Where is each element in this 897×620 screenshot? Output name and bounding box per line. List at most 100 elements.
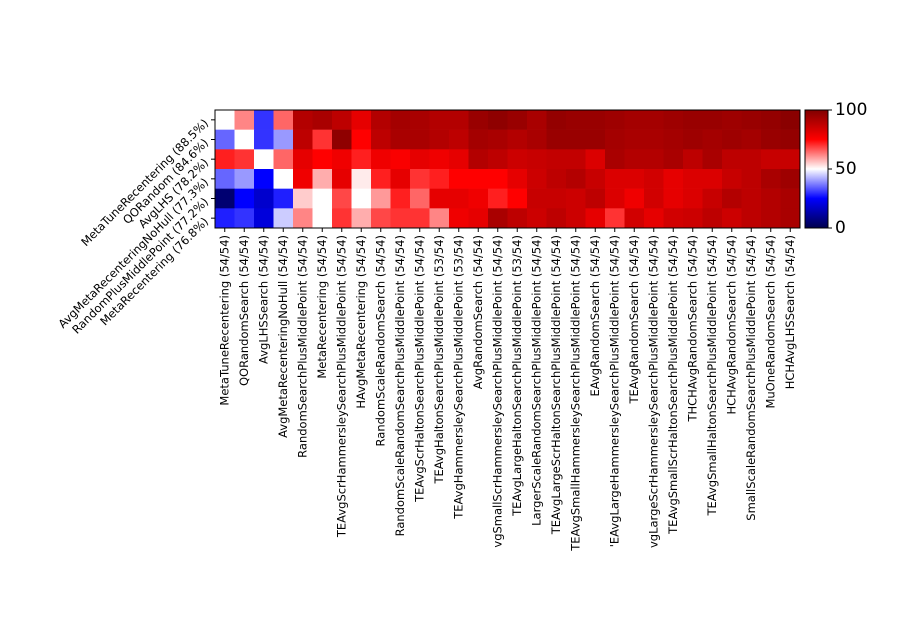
colorbar (804, 109, 829, 229)
heatmap-cell (527, 188, 547, 209)
heatmap-cell (468, 208, 489, 229)
heatmap-cell (488, 129, 508, 150)
heatmap-cell (332, 169, 352, 189)
heatmap-cell (780, 208, 801, 229)
x-tick-label: TEAvgScrHaltonSearchPlusMiddlePoint (54/… (412, 235, 426, 503)
heatmap-cell (468, 129, 489, 150)
heatmap-cell (371, 149, 391, 170)
heatmap-cell (605, 149, 625, 170)
heatmap-cell (702, 188, 723, 209)
heatmap-cell (410, 208, 430, 229)
heatmap-cell (507, 110, 528, 130)
heatmap-cell (254, 110, 274, 130)
x-tick-label: vgLargeScrHammersleySearchPlusMiddlePoin… (646, 235, 660, 548)
heatmap-cell (663, 169, 684, 189)
heatmap-cell (741, 129, 762, 150)
heatmap-cell (234, 208, 255, 229)
heatmap-cell (390, 169, 411, 189)
heatmap-cell (702, 208, 723, 229)
heatmap-cell (663, 208, 684, 229)
heatmap-cell (702, 149, 723, 170)
x-tick-label: AvgRandomSearch (54/54) (471, 235, 485, 389)
colorbar-tick-label: 0 (835, 218, 846, 238)
x-tick-label: AvgLHSSearch (54/54) (256, 235, 270, 364)
heatmap-cell (488, 169, 508, 189)
heatmap-cell (585, 110, 606, 130)
x-tick-label: LargerScaleRandomSearchPlusMiddlePoint (… (529, 235, 543, 526)
heatmap-cell (663, 129, 684, 150)
heatmap-cell (722, 208, 742, 229)
heatmap-cell (546, 129, 567, 150)
heatmap-cell (390, 129, 411, 150)
heatmap-cell (507, 169, 528, 189)
heatmap-cell (449, 188, 469, 209)
x-tick-label: TEAvgRandomSearch (54/54) (627, 235, 641, 404)
x-tick-label: HCHAvgRandomSearch (54/54) (724, 235, 738, 415)
heatmap-cell (527, 208, 547, 229)
heatmap-cell (371, 110, 391, 130)
heatmap-cell (566, 188, 586, 209)
heatmap-cell (566, 129, 586, 150)
x-tick-label: RandomScaleRandomSearch (54/54) (373, 235, 387, 446)
heatmap-cell (215, 129, 235, 150)
x-tick-label: TEAvgLargeHaltonSearchPlusMiddlePoint (5… (510, 235, 524, 517)
heatmap-cell (722, 169, 742, 189)
heatmap-cell (780, 188, 801, 209)
heatmap-cell (234, 188, 255, 209)
heatmap-cell (234, 149, 255, 170)
heatmap-cell (761, 169, 781, 189)
heatmap-cell (312, 110, 333, 130)
heatmap-cell (293, 169, 313, 189)
heatmap-cell (605, 208, 625, 229)
x-tick-label: TEAvgScrHammersleySearchPlusMiddlePoint … (334, 235, 348, 538)
heatmap-cell (683, 149, 703, 170)
x-tick-label: TEAvgLargeScrHaltonSearchPlusMiddlePoint… (549, 235, 563, 535)
heatmap-cell (410, 169, 430, 189)
heatmap-cell (390, 149, 411, 170)
heatmap-cell (644, 188, 664, 209)
heatmap-cell (273, 149, 294, 170)
heatmap-cell (507, 188, 528, 209)
heatmap-cell (351, 208, 372, 229)
heatmap-cell (546, 169, 567, 189)
heatmap-cell (429, 188, 450, 209)
colorbar-tick-label: 100 (835, 100, 867, 120)
heatmap-cell (273, 208, 294, 229)
heatmap-cell (546, 110, 567, 130)
x-tick-label: HCHAvgLHSSearch (54/54) (783, 235, 797, 389)
x-tick-label: MetaTuneRecentering (54/54) (217, 235, 231, 406)
heatmap-cell (312, 208, 333, 229)
x-tick-label: TEAvgSmallScrHaltonSearchPlusMiddlePoint… (666, 235, 680, 535)
heatmap-cell (254, 129, 274, 150)
heatmap-cell (741, 169, 762, 189)
heatmap-cell (488, 149, 508, 170)
heatmap-cell (624, 110, 645, 130)
heatmap-cell (390, 110, 411, 130)
x-tick-label: RandomScaleRandomSearchPlusMiddlePoint (… (393, 235, 407, 536)
heatmap-cell (215, 208, 235, 229)
heatmap-cell (410, 110, 430, 130)
heatmap-cell (254, 208, 274, 229)
heatmap-cell (780, 149, 801, 170)
heatmap-cell (741, 208, 762, 229)
heatmap-cell (507, 208, 528, 229)
heatmap-cell (351, 110, 372, 130)
heatmap-cell (566, 110, 586, 130)
heatmap-cell (312, 129, 333, 150)
heatmap-cell (527, 110, 547, 130)
heatmap-cell (683, 110, 703, 130)
x-tick-label: vgSmallScrHammersleySearchPlusMiddlePoin… (490, 235, 504, 548)
heatmap-cell (488, 188, 508, 209)
x-tick-label: RandomSearchPlusMiddlePoint (54/54) (295, 235, 309, 458)
heatmap-cell (624, 169, 645, 189)
heatmap-cell (273, 129, 294, 150)
heatmap-cell (585, 149, 606, 170)
heatmap-cell (624, 149, 645, 170)
heatmap-cell (468, 110, 489, 130)
heatmap-cell (429, 110, 450, 130)
heatmap-cell (293, 149, 313, 170)
heatmap-cell (663, 188, 684, 209)
heatmap-cell (702, 129, 723, 150)
heatmap-cell (449, 129, 469, 150)
heatmap-cell (683, 129, 703, 150)
